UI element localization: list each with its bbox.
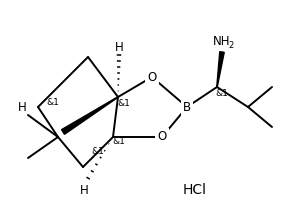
Text: NH: NH bbox=[213, 35, 231, 48]
Text: H: H bbox=[79, 183, 88, 196]
Text: H: H bbox=[115, 40, 123, 54]
Text: &1: &1 bbox=[92, 147, 105, 156]
Text: H: H bbox=[18, 101, 26, 113]
Text: &1: &1 bbox=[215, 89, 228, 98]
Text: &1: &1 bbox=[118, 98, 130, 107]
Polygon shape bbox=[217, 52, 224, 87]
Text: O: O bbox=[157, 131, 167, 144]
Text: 2: 2 bbox=[228, 41, 234, 50]
Text: &1: &1 bbox=[113, 138, 126, 147]
Text: O: O bbox=[147, 70, 157, 83]
Text: &1: &1 bbox=[47, 98, 59, 107]
Text: HCl: HCl bbox=[183, 183, 207, 197]
Polygon shape bbox=[62, 97, 118, 134]
Text: B: B bbox=[183, 101, 191, 113]
